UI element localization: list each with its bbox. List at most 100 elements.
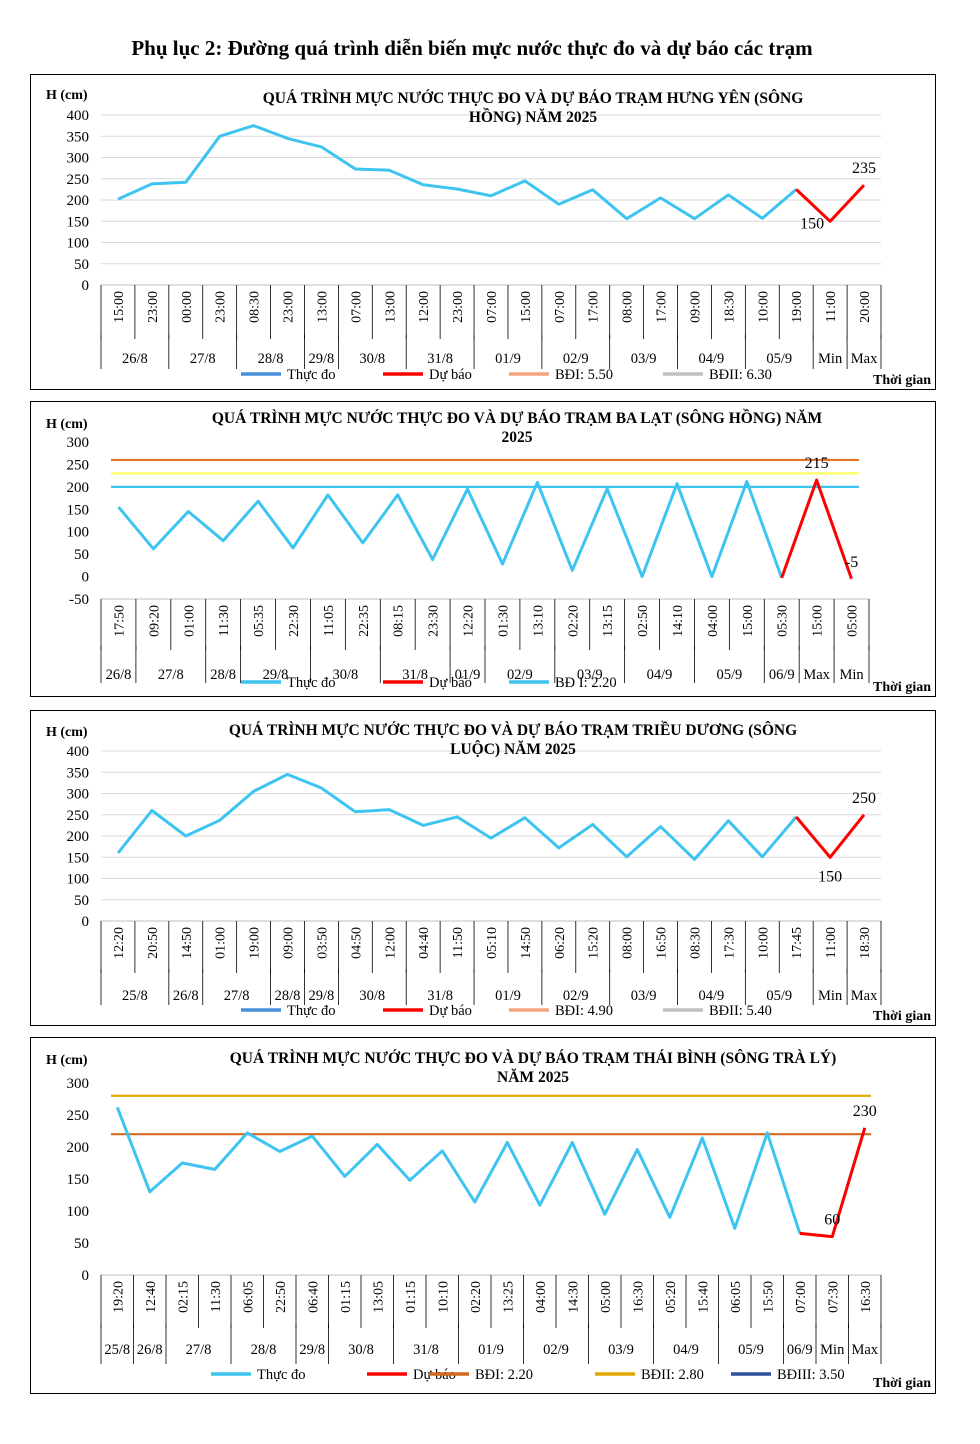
chart-title-line: HỒNG) NĂM 2025 xyxy=(469,108,598,126)
series-observed-line xyxy=(115,1106,802,1234)
time-tick-label: 04:00 xyxy=(706,605,721,637)
day-label: 05/9 xyxy=(766,988,792,1004)
y-tick-label: 250 xyxy=(67,1108,90,1124)
time-tick-label: 22:50 xyxy=(274,1281,289,1313)
time-tick-label: 14:50 xyxy=(180,927,195,959)
day-label: 28/8 xyxy=(210,667,236,683)
day-label: 04/9 xyxy=(699,351,725,367)
time-tick-label: 16:30 xyxy=(859,1281,874,1313)
time-tick-label: 18:30 xyxy=(858,927,873,959)
time-tick-label: 08:00 xyxy=(621,927,636,959)
time-tick-label: 06:05 xyxy=(729,1281,744,1313)
day-label: 31/8 xyxy=(427,988,453,1004)
y-tick-label: 350 xyxy=(67,765,90,781)
time-tick-label: 11:30 xyxy=(217,605,232,636)
day-label: 28/8 xyxy=(258,351,284,367)
day-label: 06/9 xyxy=(769,667,795,683)
time-tick-label: 13:25 xyxy=(501,1281,516,1313)
time-tick-label: 01:30 xyxy=(496,605,511,637)
day-label: 05/9 xyxy=(738,1342,764,1358)
day-label: 29/8 xyxy=(309,988,335,1004)
time-tick-label: 17:00 xyxy=(587,291,602,323)
time-tick-label: 22:30 xyxy=(287,605,302,637)
y-tick-label: 0 xyxy=(82,278,90,294)
time-tick-label: 16:30 xyxy=(631,1281,646,1313)
time-tick-label: 03:50 xyxy=(315,927,330,959)
time-tick-label: 04:00 xyxy=(534,1281,549,1313)
y-tick-label: 200 xyxy=(67,829,90,845)
time-tick-label: 02:50 xyxy=(636,605,651,637)
legend-label: BĐII: 5.40 xyxy=(709,1003,772,1019)
time-tick-label: 10:00 xyxy=(756,291,771,323)
time-tick-label: 12:20 xyxy=(112,927,127,959)
time-tick-label: 08:30 xyxy=(248,291,263,323)
y-tick-label: 50 xyxy=(74,893,89,909)
y-tick-label: 100 xyxy=(67,872,90,888)
time-tick-label: 19:00 xyxy=(790,291,805,323)
day-label: Max xyxy=(851,988,878,1004)
legend-label: BĐIII: 3.50 xyxy=(777,1367,845,1383)
series-observed-line xyxy=(117,480,784,579)
day-label: 28/8 xyxy=(275,988,301,1004)
y-tick-label: 200 xyxy=(67,1140,90,1156)
day-label: 29/8 xyxy=(309,351,335,367)
day-label: 06/9 xyxy=(787,1342,813,1358)
x-axis-label: Thời gian xyxy=(873,680,931,695)
legend-label: Dự báo xyxy=(429,367,472,383)
time-tick-label: 06:40 xyxy=(306,1281,321,1313)
time-tick-label: 14:50 xyxy=(519,927,534,959)
day-label: 30/8 xyxy=(332,667,358,683)
data-label: 250 xyxy=(852,790,876,807)
time-tick-label: 15:00 xyxy=(741,605,756,637)
time-tick-label: 12:00 xyxy=(383,927,398,959)
legend-label: BĐI: 2.20 xyxy=(475,1367,533,1383)
time-tick-label: 11:00 xyxy=(824,291,839,322)
chart-panel-ba-lat: -50 0 50 100 150 200 250 300 H (cm) QUÁ TRÌNH MỰC… xyxy=(30,401,936,697)
time-tick-label: 13:00 xyxy=(315,291,330,323)
chart-title-line: NĂM 2025 xyxy=(497,1069,569,1086)
day-label: 26/8 xyxy=(137,1342,163,1358)
y-tick-label: 100 xyxy=(67,1204,90,1220)
time-tick-label: 07:00 xyxy=(349,291,364,323)
y-tick-label: 0 xyxy=(82,914,90,930)
day-label: 31/8 xyxy=(427,351,453,367)
y-tick-label: 100 xyxy=(67,525,90,541)
time-tick-label: 04:50 xyxy=(349,927,364,959)
time-tick-label: 08:00 xyxy=(621,291,636,323)
time-tick-label: 13:00 xyxy=(383,291,398,323)
y-axis-label: H (cm) xyxy=(46,1053,88,1068)
day-label: 02/9 xyxy=(507,667,533,683)
time-tick-label: 09:20 xyxy=(147,605,162,637)
y-tick-label: 300 xyxy=(67,787,90,803)
data-label: 60 xyxy=(824,1212,840,1229)
legend-label: BĐI: 5.50 xyxy=(555,367,613,383)
day-label: 04/9 xyxy=(647,667,673,683)
x-axis-label: Thời gian xyxy=(873,1376,931,1391)
time-tick-label: 08:30 xyxy=(688,927,703,959)
day-label: Min xyxy=(820,1342,845,1358)
time-tick-label: 07:00 xyxy=(485,291,500,323)
day-label: 26/8 xyxy=(106,667,132,683)
time-tick-label: 02:20 xyxy=(566,605,581,637)
data-label: 235 xyxy=(852,160,876,177)
x-axis-label: Thời gian xyxy=(873,1009,931,1024)
chart-title-line: 2025 xyxy=(502,429,533,446)
y-tick-label: 250 xyxy=(67,808,90,824)
legend-label: Thực đo xyxy=(287,675,336,691)
chart-title-line: LUỘC) NĂM 2025 xyxy=(450,741,576,758)
time-tick-label: 15:00 xyxy=(112,291,127,323)
y-tick-label: 400 xyxy=(67,108,90,124)
time-tick-label: 19:00 xyxy=(248,927,263,959)
time-tick-label: 16:50 xyxy=(655,927,670,959)
time-tick-label: 20:00 xyxy=(858,291,873,323)
y-tick-label: 200 xyxy=(67,193,90,209)
y-axis-label: H (cm) xyxy=(46,725,88,740)
day-label: 26/8 xyxy=(173,988,199,1004)
time-tick-label: 23:00 xyxy=(214,291,229,323)
y-tick-label: 300 xyxy=(67,435,90,451)
day-label: 02/9 xyxy=(563,351,589,367)
time-tick-label: 07:00 xyxy=(794,1281,809,1313)
y-tick-label: 300 xyxy=(67,1076,90,1092)
day-label: 01/9 xyxy=(495,988,521,1004)
time-tick-label: 17:45 xyxy=(790,927,805,959)
